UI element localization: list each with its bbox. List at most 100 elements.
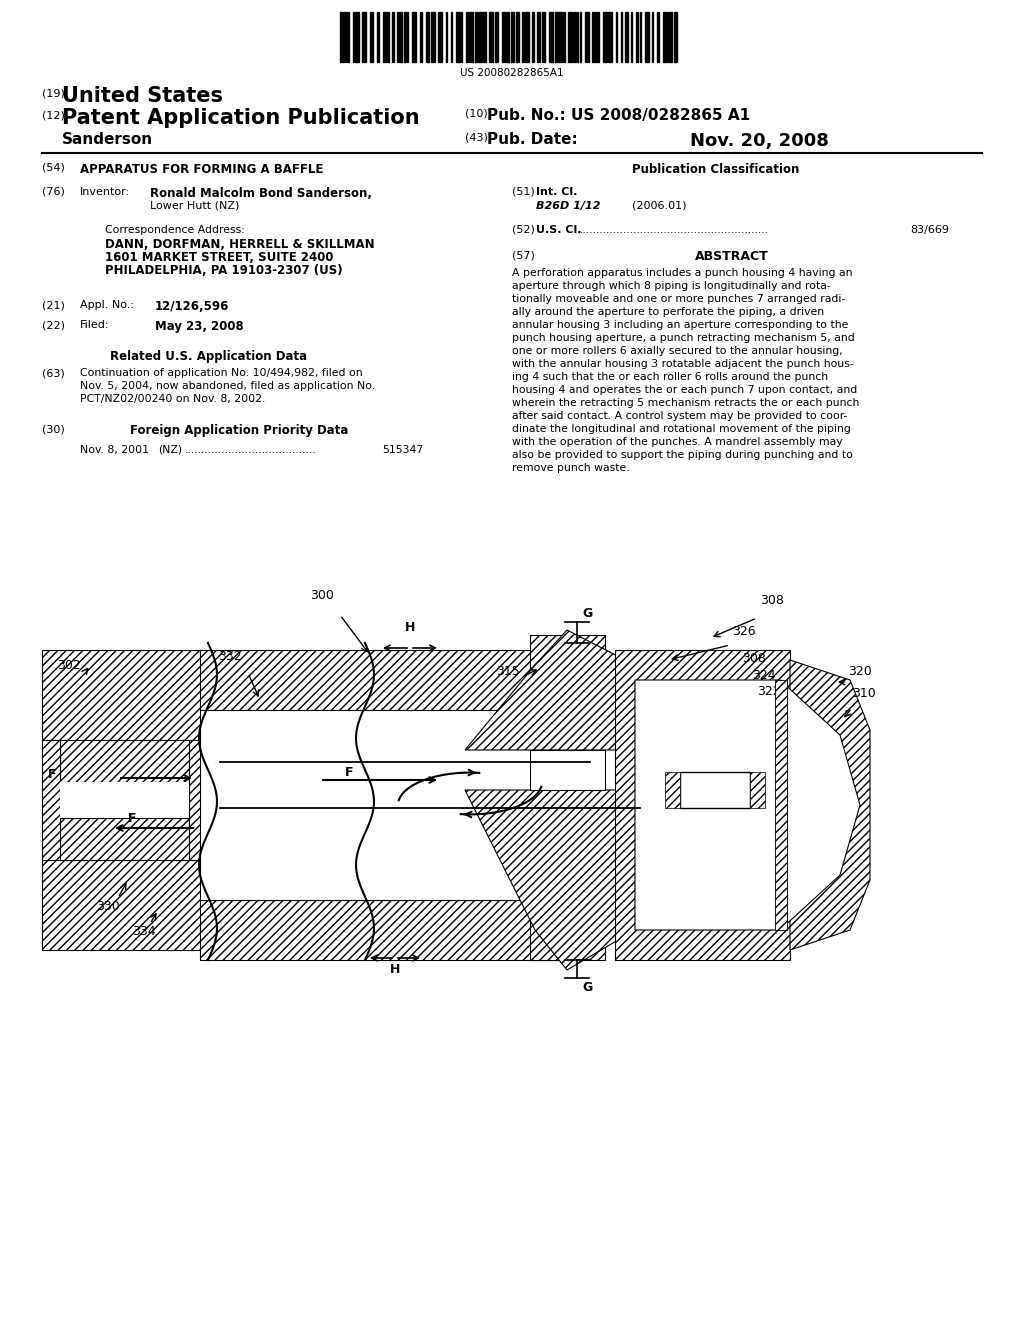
Text: G: G bbox=[582, 607, 592, 620]
Bar bbox=[200, 710, 570, 900]
Bar bbox=[60, 818, 189, 861]
Bar bbox=[200, 900, 570, 960]
Bar bbox=[573, 12, 575, 62]
Text: APPARATUS FOR FORMING A BAFFLE: APPARATUS FOR FORMING A BAFFLE bbox=[80, 162, 324, 176]
Bar bbox=[615, 12, 616, 62]
Text: US 20080282865A1: US 20080282865A1 bbox=[460, 69, 564, 78]
Bar bbox=[475, 12, 478, 62]
Text: (76): (76) bbox=[42, 187, 65, 197]
Text: 308: 308 bbox=[742, 652, 766, 665]
Text: 324: 324 bbox=[752, 669, 775, 682]
Bar bbox=[340, 12, 344, 62]
Text: Sanderson: Sanderson bbox=[62, 132, 154, 147]
Text: (43): (43) bbox=[465, 132, 487, 143]
Text: (30): (30) bbox=[42, 424, 65, 434]
Bar bbox=[438, 12, 441, 62]
Bar bbox=[568, 12, 571, 62]
Bar bbox=[451, 12, 452, 62]
Text: (57): (57) bbox=[512, 249, 535, 260]
Text: F: F bbox=[128, 812, 136, 825]
Bar bbox=[456, 12, 460, 62]
Polygon shape bbox=[790, 660, 870, 950]
Text: with the annular housing 3 rotatable adjacent the punch hous-: with the annular housing 3 rotatable adj… bbox=[512, 359, 854, 370]
Bar bbox=[775, 680, 787, 931]
Text: 315: 315 bbox=[497, 665, 520, 678]
Bar bbox=[593, 12, 594, 62]
Bar bbox=[674, 12, 678, 62]
Text: housing 4 and operates the or each punch 7 upon contact, and: housing 4 and operates the or each punch… bbox=[512, 385, 857, 395]
Bar bbox=[525, 12, 529, 62]
Bar bbox=[680, 772, 750, 808]
Bar bbox=[466, 12, 469, 62]
Bar bbox=[353, 12, 354, 62]
Bar bbox=[608, 12, 611, 62]
Bar bbox=[631, 12, 633, 62]
Polygon shape bbox=[635, 680, 860, 931]
Bar bbox=[560, 12, 563, 62]
Bar bbox=[656, 12, 659, 62]
Text: Appl. No.:: Appl. No.: bbox=[80, 300, 134, 310]
Bar bbox=[750, 772, 765, 808]
Text: ABSTRACT: ABSTRACT bbox=[695, 249, 769, 263]
Text: 83/669: 83/669 bbox=[910, 224, 949, 235]
Text: 300: 300 bbox=[310, 589, 334, 602]
Bar bbox=[483, 12, 485, 62]
Text: Nov. 20, 2008: Nov. 20, 2008 bbox=[690, 132, 828, 150]
Bar bbox=[495, 12, 499, 62]
Text: (2006.01): (2006.01) bbox=[632, 201, 686, 211]
Bar bbox=[407, 12, 409, 62]
Text: dinate the longitudinal and rotational movement of the piping: dinate the longitudinal and rotational m… bbox=[512, 424, 851, 434]
Bar bbox=[386, 12, 389, 62]
Text: ally around the aperture to perforate the piping, a driven: ally around the aperture to perforate th… bbox=[512, 308, 824, 317]
Text: H: H bbox=[390, 964, 400, 975]
Bar bbox=[361, 12, 366, 62]
Bar bbox=[645, 12, 649, 62]
Bar bbox=[189, 741, 207, 861]
Text: Ronald Malcolm Bond Sanderson,: Ronald Malcolm Bond Sanderson, bbox=[150, 187, 372, 201]
Bar bbox=[399, 12, 401, 62]
Bar bbox=[461, 12, 463, 62]
Text: B26D 1/12: B26D 1/12 bbox=[536, 201, 600, 211]
Text: PHILADELPHIA, PA 19103-2307 (US): PHILADELPHIA, PA 19103-2307 (US) bbox=[105, 264, 343, 277]
Text: punch housing aperture, a punch retracting mechanism 5, and: punch housing aperture, a punch retracti… bbox=[512, 333, 855, 343]
Text: (21): (21) bbox=[42, 300, 65, 310]
Text: Related U.S. Application Data: Related U.S. Application Data bbox=[110, 350, 307, 363]
Text: aperture through which 8 piping is longitudinally and rota-: aperture through which 8 piping is longi… bbox=[512, 281, 830, 290]
Bar bbox=[549, 12, 553, 62]
Bar bbox=[531, 12, 535, 62]
Text: 326: 326 bbox=[732, 624, 756, 638]
Bar bbox=[621, 12, 622, 62]
Text: 320: 320 bbox=[848, 665, 871, 678]
Text: Pub. Date:: Pub. Date: bbox=[487, 132, 578, 147]
Bar bbox=[664, 12, 667, 62]
Text: Int. Cl.: Int. Cl. bbox=[536, 187, 578, 197]
Text: G: G bbox=[582, 981, 592, 994]
Text: 308: 308 bbox=[760, 594, 784, 607]
Bar bbox=[636, 12, 638, 62]
Text: May 23, 2008: May 23, 2008 bbox=[155, 319, 244, 333]
Bar bbox=[378, 12, 379, 62]
Bar bbox=[345, 12, 349, 62]
Bar bbox=[595, 12, 599, 62]
Text: (19): (19) bbox=[42, 88, 65, 98]
Bar bbox=[503, 12, 505, 62]
Text: Patent Application Publication: Patent Application Publication bbox=[62, 108, 420, 128]
Bar bbox=[521, 12, 524, 62]
Text: (54): (54) bbox=[42, 162, 65, 173]
Bar bbox=[640, 12, 641, 62]
Text: annular housing 3 including an aperture corresponding to the: annular housing 3 including an aperture … bbox=[512, 319, 848, 330]
Text: F: F bbox=[48, 768, 56, 781]
Text: 322: 322 bbox=[757, 685, 780, 698]
Text: one or more rollers 6 axially secured to the annular housing,: one or more rollers 6 axially secured to… bbox=[512, 346, 843, 356]
Bar bbox=[625, 12, 629, 62]
Text: tionally moveable and one or more punches 7 arranged radi-: tionally moveable and one or more punche… bbox=[512, 294, 845, 304]
Text: Correspondence Address:: Correspondence Address: bbox=[105, 224, 245, 235]
Bar bbox=[404, 12, 406, 62]
Bar bbox=[577, 12, 579, 62]
Bar bbox=[537, 12, 540, 62]
Text: 330: 330 bbox=[96, 900, 120, 913]
Text: after said contact. A control system may be provided to coor-: after said contact. A control system may… bbox=[512, 411, 848, 421]
Text: Continuation of application No. 10/494,982, filed on: Continuation of application No. 10/494,9… bbox=[80, 368, 362, 378]
Text: Inventor:: Inventor: bbox=[80, 187, 130, 197]
Text: 332: 332 bbox=[218, 649, 242, 663]
